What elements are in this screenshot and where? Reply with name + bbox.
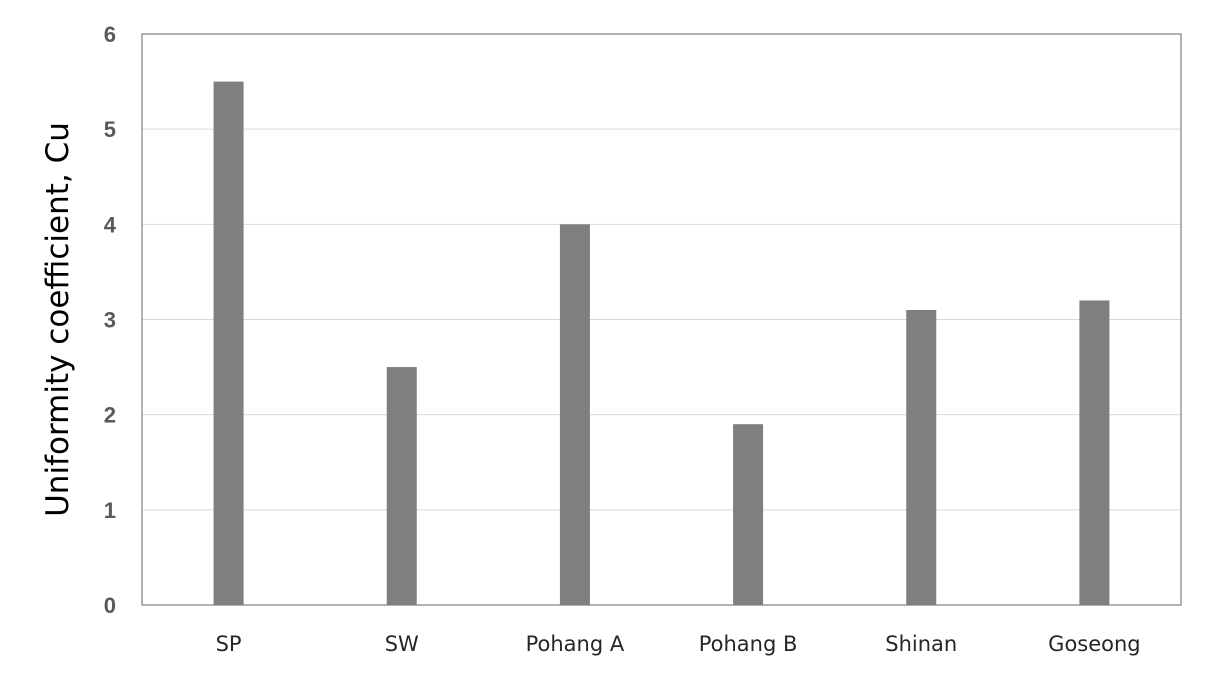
y-tick-label-1: 1	[104, 498, 116, 523]
bar-goseong	[1079, 300, 1110, 605]
y-tick-label-0: 0	[104, 593, 116, 618]
x-tick-label-2: Pohang A	[526, 632, 625, 656]
bars	[213, 81, 1110, 606]
x-tick-label-0: SP	[216, 632, 242, 656]
bar-pohang-b	[733, 424, 764, 605]
y-tick-label-6: 6	[104, 22, 116, 47]
x-tick-label-4: Shinan	[885, 632, 957, 656]
bar-shinan	[906, 309, 937, 605]
y-tick-label-5: 5	[104, 117, 116, 142]
bar-pohang-a	[559, 224, 590, 606]
x-axis-ticks: SP SW Pohang A Pohang B Shinan Goseong	[216, 632, 1141, 656]
bar-sw	[386, 367, 417, 605]
bar-sp	[213, 81, 244, 606]
y-axis-title: Uniformity coefficient, Cu	[40, 122, 76, 517]
gridlines	[142, 128, 1181, 511]
x-tick-label-3: Pohang B	[699, 632, 798, 656]
y-tick-label-4: 4	[104, 212, 117, 237]
y-axis-ticks: 0 1 2 3 4 5 6	[104, 22, 117, 618]
plot-frame	[141, 33, 1182, 606]
x-tick-label-1: SW	[385, 632, 419, 656]
y-tick-label-2: 2	[104, 403, 116, 428]
y-tick-label-3: 3	[104, 308, 116, 333]
x-tick-label-5: Goseong	[1048, 632, 1140, 656]
